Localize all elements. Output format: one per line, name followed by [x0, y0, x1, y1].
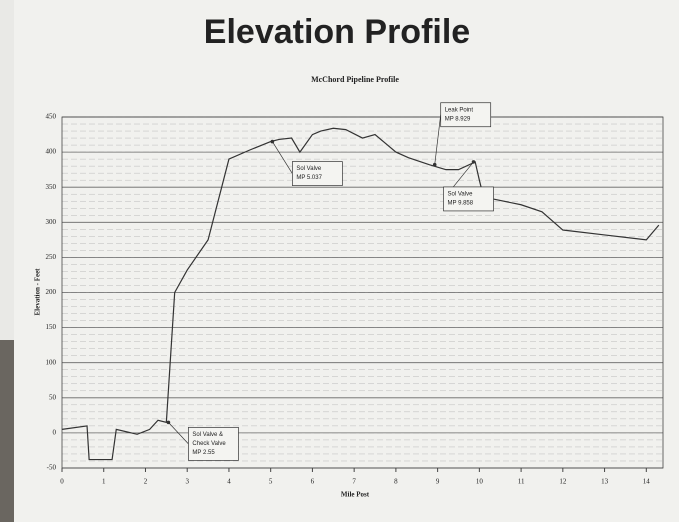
x-tick-label: 1: [102, 478, 106, 486]
x-tick-label: 10: [476, 478, 484, 486]
x-tick-label: 8: [394, 478, 398, 486]
y-tick-label: 200: [46, 288, 57, 296]
x-tick-label: 9: [436, 478, 440, 486]
annotation-point: [271, 140, 275, 144]
annotation-text: Leak Point: [445, 107, 474, 113]
y-tick-label: 250: [46, 253, 57, 261]
x-tick-label: 7: [352, 478, 356, 486]
chart-title: Elevation Profile: [204, 13, 470, 51]
y-tick-label: 300: [46, 218, 57, 226]
annotation-text: Sol Valve &: [192, 432, 223, 438]
annotation-text: Sol Valve: [448, 192, 474, 198]
annotation-text: MP 5.037: [296, 175, 322, 181]
chart-subtitle: McChord Pipeline Profile: [311, 75, 399, 84]
x-tick-label: 12: [559, 478, 567, 486]
annotation-text: Sol Valve: [296, 166, 322, 172]
annotation-text: MP 9.858: [448, 201, 474, 207]
chart: Elevation Profile McChord Pipeline Profi…: [0, 0, 679, 522]
annotation-point: [433, 163, 437, 167]
x-tick-label: 14: [643, 478, 651, 486]
y-axis-label: Elevation - Feet: [34, 268, 42, 316]
annotation-point: [472, 160, 476, 164]
x-tick-label: 13: [601, 478, 609, 486]
y-tick-label: -50: [47, 464, 57, 472]
y-tick-label: 450: [46, 113, 57, 121]
y-tick-label: 350: [46, 183, 57, 191]
annotation-text: MP 8.929: [445, 116, 471, 122]
x-tick-label: 2: [144, 478, 148, 486]
y-tick-label: 100: [46, 358, 57, 366]
y-tick-label: 0: [53, 429, 57, 437]
x-tick-label: 11: [518, 478, 525, 486]
annotation-text: MP 2.55: [192, 450, 215, 456]
x-tick-label: 0: [60, 478, 64, 486]
y-tick-label: 400: [46, 148, 57, 156]
x-tick-label: 4: [227, 478, 231, 486]
x-tick-label: 3: [185, 478, 189, 486]
x-tick-label: 5: [269, 478, 273, 486]
annotation-text: Check Valve: [192, 441, 226, 447]
y-tick-label: 150: [46, 323, 57, 331]
x-axis-label: Mile Post: [341, 491, 370, 499]
annotation-point: [167, 421, 171, 425]
x-tick-label: 6: [311, 478, 315, 486]
y-tick-label: 50: [49, 393, 57, 401]
